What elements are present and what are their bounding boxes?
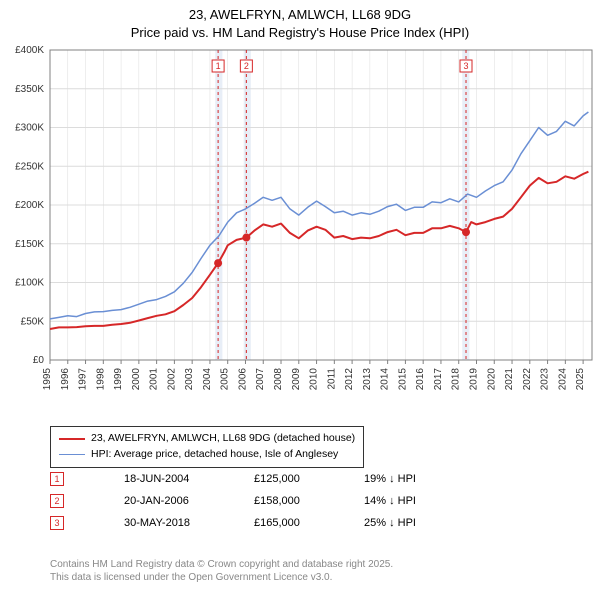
svg-text:2019: 2019 [468,368,479,391]
svg-text:2020: 2020 [486,368,497,391]
svg-text:2008: 2008 [273,368,284,391]
svg-text:£350K: £350K [15,84,44,95]
svg-text:2024: 2024 [557,368,568,391]
legend-label: HPI: Average price, detached house, Isle… [91,447,338,463]
svg-text:2002: 2002 [166,368,177,391]
svg-text:2005: 2005 [220,368,231,391]
chart-title: 23, AWELFRYN, AMLWCH, LL68 9DG Price pai… [0,0,600,41]
svg-text:2010: 2010 [309,368,320,391]
chart-svg: £0 £50K £100K £150K £200K £250K £300K £350K £400… [0,44,600,424]
event-price: £158,000 [254,495,364,507]
svg-text:1999: 1999 [113,368,124,391]
svg-text:£400K: £400K [15,45,44,56]
event-date: 20-JAN-2006 [124,495,254,507]
svg-text:£250K: £250K [15,161,44,172]
svg-text:2016: 2016 [415,368,426,391]
svg-text:2001: 2001 [149,368,160,391]
svg-text:2015: 2015 [397,368,408,391]
svg-text:2: 2 [244,61,249,71]
svg-text:2021: 2021 [504,368,515,391]
event-price: £125,000 [254,473,364,485]
footer: Contains HM Land Registry data © Crown c… [50,558,393,584]
svg-text:2017: 2017 [433,368,444,391]
event-diff: 19% ↓ HPI [364,473,416,485]
svg-text:2023: 2023 [540,368,551,391]
event-row: 1 18-JUN-2004£125,00019% ↓ HPI [50,472,416,486]
event-date: 18-JUN-2004 [124,473,254,485]
footer-line1: Contains HM Land Registry data © Crown c… [50,558,393,571]
legend-label: 23, AWELFRYN, AMLWCH, LL68 9DG (detached… [91,431,355,447]
title-line2: Price paid vs. HM Land Registry's House … [0,24,600,42]
svg-text:2004: 2004 [202,368,213,391]
svg-text:2014: 2014 [380,368,391,391]
svg-text:1: 1 [216,61,221,71]
svg-text:£0: £0 [33,355,45,366]
svg-text:3: 3 [463,61,468,71]
title-line1: 23, AWELFRYN, AMLWCH, LL68 9DG [0,6,600,24]
footer-line2: This data is licensed under the Open Gov… [50,571,393,584]
svg-text:1995: 1995 [42,368,53,391]
legend: 23, AWELFRYN, AMLWCH, LL68 9DG (detached… [50,426,364,468]
svg-text:2011: 2011 [326,368,337,390]
svg-text:1996: 1996 [60,368,71,391]
svg-text:2012: 2012 [344,368,355,391]
chart-area: £0 £50K £100K £150K £200K £250K £300K £350K £400… [0,44,600,424]
svg-text:2022: 2022 [522,368,533,391]
event-row: 3 30-MAY-2018£165,00025% ↓ HPI [50,516,416,530]
legend-row: 23, AWELFRYN, AMLWCH, LL68 9DG (detached… [59,431,355,447]
event-marker: 3 [50,516,64,530]
legend-swatch [59,438,85,440]
svg-text:£200K: £200K [15,200,44,211]
svg-text:2006: 2006 [237,368,248,391]
svg-text:2018: 2018 [451,368,462,391]
event-date: 30-MAY-2018 [124,517,254,529]
events-table: 1 18-JUN-2004£125,00019% ↓ HPI 2 20-JAN-200… [50,472,416,538]
legend-row: HPI: Average price, detached house, Isle… [59,447,355,463]
svg-text:£150K: £150K [15,239,44,250]
svg-text:£50K: £50K [21,316,45,327]
svg-text:£100K: £100K [15,278,44,289]
event-diff: 25% ↓ HPI [364,517,416,529]
event-diff: 14% ↓ HPI [364,495,416,507]
event-row: 2 20-JAN-2006£158,00014% ↓ HPI [50,494,416,508]
svg-text:2003: 2003 [184,368,195,391]
event-marker: 2 [50,494,64,508]
svg-text:2025: 2025 [575,368,586,391]
legend-swatch [59,454,85,456]
event-marker: 1 [50,472,64,486]
svg-text:1997: 1997 [78,368,89,391]
svg-text:£300K: £300K [15,123,44,134]
svg-text:1998: 1998 [95,368,106,391]
svg-text:2007: 2007 [255,368,266,391]
svg-text:2009: 2009 [291,368,302,391]
svg-text:2000: 2000 [131,368,142,391]
event-price: £165,000 [254,517,364,529]
svg-text:2013: 2013 [362,368,373,391]
